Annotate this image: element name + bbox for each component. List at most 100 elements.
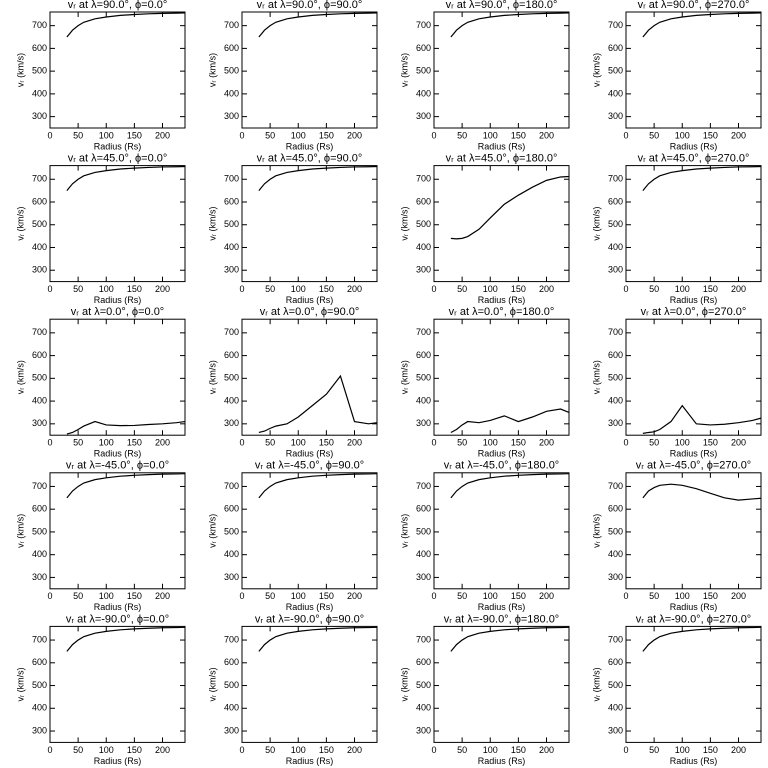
x-tick-label: 100 xyxy=(99,745,114,755)
y-axis-label: vᵣ (km/s) xyxy=(399,667,409,701)
data-line xyxy=(450,473,570,499)
x-tick-label: 100 xyxy=(99,591,114,601)
data-line xyxy=(642,626,762,652)
x-tick-label: 100 xyxy=(675,438,690,448)
x-tick-label: 100 xyxy=(291,591,306,601)
x-tick-label: 200 xyxy=(155,591,170,601)
y-tick-label: 700 xyxy=(416,481,431,491)
y-axis-label: vᵣ (km/s) xyxy=(15,53,25,87)
data-line xyxy=(66,165,186,192)
x-tick-label: 50 xyxy=(265,438,275,448)
x-axis-label: Radius (Rs) xyxy=(94,449,142,459)
panel: vᵣ at λ=-90.0°, ϕ=270.0° 0 50 100 150 200 300 4… xyxy=(591,613,762,766)
x-axis-label: Radius (Rs) xyxy=(94,141,142,151)
panel: vᵣ at λ=0.0°, ϕ=90.0° 0 50 100 150 200 300 400 5… xyxy=(207,306,378,459)
chart-title: vᵣ at λ=-45.0°, ϕ=0.0° xyxy=(66,460,169,472)
plot-frame xyxy=(433,625,570,743)
y-tick-label: 600 xyxy=(224,196,239,206)
data-line xyxy=(450,12,570,38)
plot-frame xyxy=(625,318,762,436)
x-tick-label: 50 xyxy=(457,745,467,755)
data-line xyxy=(642,165,762,192)
y-tick-label: 500 xyxy=(32,373,47,383)
y-tick-label: 600 xyxy=(416,350,431,360)
y-tick-label: 400 xyxy=(416,395,431,405)
x-tick-label: 0 xyxy=(431,745,436,755)
x-axis-label: Radius (Rs) xyxy=(286,602,334,612)
x-axis-label: Radius (Rs) xyxy=(478,756,526,766)
data-line xyxy=(258,12,378,38)
x-tick-label: 100 xyxy=(675,284,690,294)
chart-title: vᵣ at λ=90.0°, ϕ=270.0° xyxy=(638,0,750,11)
x-tick-label: 0 xyxy=(47,284,52,294)
x-tick-label: 150 xyxy=(127,591,142,601)
panel: vᵣ at λ=45.0°, ϕ=180.0° 0 50 100 150 200 300 40… xyxy=(399,153,570,305)
y-axis-label: vᵣ (km/s) xyxy=(399,53,409,87)
x-tick-label: 200 xyxy=(155,745,170,755)
y-tick-label: 600 xyxy=(608,657,623,667)
y-tick-label: 400 xyxy=(416,242,431,252)
x-tick-label: 50 xyxy=(457,130,467,140)
y-tick-label: 700 xyxy=(32,327,47,337)
y-tick-label: 700 xyxy=(416,327,431,337)
x-tick-label: 100 xyxy=(291,745,306,755)
x-tick-label: 0 xyxy=(431,130,436,140)
x-axis-label: Radius (Rs) xyxy=(670,141,718,151)
x-tick-label: 100 xyxy=(291,438,306,448)
x-tick-label: 0 xyxy=(239,438,244,448)
y-tick-label: 600 xyxy=(224,43,239,53)
x-tick-label: 150 xyxy=(511,438,526,448)
x-axis-label: Radius (Rs) xyxy=(286,295,334,305)
data-line xyxy=(642,12,762,38)
y-axis-label: vᵣ (km/s) xyxy=(207,207,217,241)
y-tick-label: 500 xyxy=(32,66,47,76)
x-axis-label: Radius (Rs) xyxy=(670,602,718,612)
plot-frame xyxy=(49,625,186,743)
y-tick-label: 300 xyxy=(608,725,623,735)
x-tick-label: 150 xyxy=(319,130,334,140)
y-tick-label: 400 xyxy=(416,703,431,713)
y-axis-label: vᵣ (km/s) xyxy=(207,514,217,548)
y-tick-label: 500 xyxy=(416,526,431,536)
y-axis-label: vᵣ (km/s) xyxy=(15,360,25,394)
plot-frame xyxy=(433,11,570,129)
y-axis-label: vᵣ (km/s) xyxy=(591,207,601,241)
panel: vᵣ at λ=45.0°, ϕ=270.0° 0 50 100 150 200 300 40… xyxy=(591,153,762,305)
panel: vᵣ at λ=0.0°, ϕ=0.0° 0 50 100 150 200 300 400 50… xyxy=(15,306,186,459)
plot-frame xyxy=(49,472,186,590)
y-tick-label: 300 xyxy=(608,572,623,582)
plot-frame xyxy=(433,472,570,590)
x-tick-label: 0 xyxy=(239,284,244,294)
y-axis-label: vᵣ (km/s) xyxy=(591,514,601,548)
x-tick-label: 150 xyxy=(127,284,142,294)
y-tick-label: 300 xyxy=(32,418,47,428)
y-tick-label: 300 xyxy=(416,111,431,121)
x-tick-label: 200 xyxy=(347,745,362,755)
y-tick-label: 300 xyxy=(224,418,239,428)
x-axis-label: Radius (Rs) xyxy=(670,295,718,305)
panel: vᵣ at λ=90.0°, ϕ=180.0° 0 50 100 150 200 300 40… xyxy=(399,0,570,151)
plot-frame xyxy=(241,11,378,129)
x-tick-label: 50 xyxy=(73,438,83,448)
y-tick-label: 500 xyxy=(608,373,623,383)
panel: vᵣ at λ=0.0°, ϕ=270.0° 0 50 100 150 200 300 400… xyxy=(591,306,762,459)
y-tick-label: 300 xyxy=(224,725,239,735)
x-axis-label: Radius (Rs) xyxy=(478,602,526,612)
y-axis-label: vᵣ (km/s) xyxy=(399,207,409,241)
x-tick-label: 200 xyxy=(155,130,170,140)
y-tick-label: 600 xyxy=(416,504,431,514)
y-tick-label: 500 xyxy=(224,66,239,76)
y-tick-label: 300 xyxy=(224,111,239,121)
x-axis-label: Radius (Rs) xyxy=(478,295,526,305)
plot-frame xyxy=(241,165,378,283)
y-axis-label: vᵣ (km/s) xyxy=(15,207,25,241)
x-tick-label: 100 xyxy=(483,438,498,448)
chart-title: vᵣ at λ=45.0°, ϕ=90.0° xyxy=(257,153,363,165)
x-tick-label: 200 xyxy=(731,745,746,755)
chart-title: vᵣ at λ=-90.0°, ϕ=0.0° xyxy=(66,613,169,625)
panel: vᵣ at λ=-45.0°, ϕ=0.0° 0 50 100 150 200 300 400… xyxy=(15,460,186,612)
data-line xyxy=(66,473,186,499)
y-tick-label: 700 xyxy=(32,634,47,644)
y-tick-label: 300 xyxy=(416,572,431,582)
